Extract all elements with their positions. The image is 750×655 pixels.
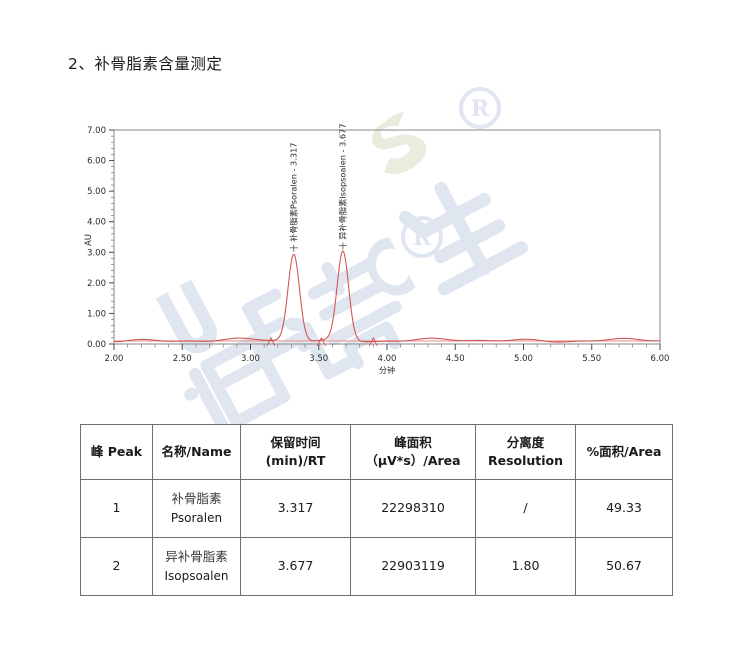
peak-boundary-marker (266, 336, 276, 347)
cell-pct-area-2: 50.67 (575, 537, 673, 596)
cell-peak-2: 2 (80, 537, 153, 596)
chromatogram-trace (113, 250, 660, 347)
column-header-name: 名称/Name (152, 424, 241, 480)
column-header-peak-line1: 峰 Peak (90, 443, 143, 459)
y-tick-label: 0.00 (87, 340, 106, 350)
column-header-area-line2: （μV*s）/Area (365, 453, 461, 468)
column-header-pct-area-line1: %面积/Area (586, 443, 662, 459)
signal-trace (113, 250, 660, 343)
cell-rt-2: 3.677 (240, 537, 351, 596)
chromatogram-plot: 0.00 1.00 2.00 3.00 4.00 5.00 6.00 7.00 2.00 2.5… (78, 118, 672, 386)
cell-rt-1: 3.317 (240, 479, 351, 538)
x-tick-label: 5.00 (514, 354, 533, 364)
y-tick-label: 5.00 (87, 187, 106, 197)
page-title: 2、补骨脂素含量测定 (68, 55, 223, 73)
column-header-area: 峰面积 （μV*s）/Area (350, 424, 476, 480)
cell-name-2-cn: 异补骨脂素 (165, 549, 228, 565)
peak-label: 异补骨脂素Isopsoalen - 3.677 (337, 123, 347, 239)
y-tick-label: 6.00 (87, 157, 106, 167)
cell-resolution-1: / (475, 479, 576, 538)
x-tick-label: 4.50 (446, 354, 465, 364)
peak-annotations: 补骨脂素Psoralen - 3.317 异补骨脂素Isopsoalen - 3.… (288, 123, 347, 252)
x-tick-label: 3.00 (241, 354, 260, 364)
peak-boundary-marker (368, 336, 378, 347)
x-axis-title: 分钟 (379, 365, 395, 375)
y-tick-label: 2.00 (87, 279, 106, 289)
x-tick-label: 3.50 (309, 354, 328, 364)
peak-label: 补骨脂素Psoralen - 3.317 (288, 143, 298, 242)
x-tick-label: 6.00 (651, 354, 670, 364)
cell-peak-1: 1 (80, 479, 153, 538)
column-header-resolution: 分离度 Resolution (475, 424, 576, 480)
column-header-rt: 保留时间 (min)/RT (240, 424, 351, 480)
x-tick-label: 5.50 (582, 354, 601, 364)
table-row: 1 补骨脂素 Psoralen 3.317 22298310 / 49.33 (80, 479, 673, 538)
cell-name-1-cn: 补骨脂素 (171, 491, 222, 507)
y-tick-label: 7.00 (87, 126, 106, 136)
x-axis: 2.00 2.50 3.00 3.50 4.00 4.50 5.00 5.50 6.00 (105, 344, 670, 364)
column-header-peak: 峰 Peak (80, 424, 153, 480)
cell-name-2: 异补骨脂素 Isopsoalen (152, 537, 241, 596)
y-tick-label: 3.00 (87, 248, 106, 258)
column-header-name-line1: 名称/Name (161, 443, 232, 459)
plot-frame (113, 129, 661, 345)
table-row: 2 异补骨脂素 Isopsoalen 3.677 22903119 1.80 5… (80, 537, 673, 596)
peak-results-table: 峰 Peak 名称/Name 保留时间 (min)/RT 峰面积 （μV*s）/… (80, 424, 673, 596)
column-header-pct-area: %面积/Area (575, 424, 673, 480)
y-tick-label: 1.00 (87, 309, 106, 319)
x-tick-label: 2.50 (173, 354, 192, 364)
column-header-resolution-line1: 分离度 (506, 434, 545, 450)
cell-name-2-en: Isopsoalen (164, 568, 229, 583)
table-header-row: 峰 Peak 名称/Name 保留时间 (min)/RT 峰面积 （μV*s）/… (80, 424, 673, 480)
column-header-resolution-line2: Resolution (487, 453, 564, 468)
x-tick-label: 2.00 (105, 354, 124, 364)
y-axis-title: AU (84, 234, 94, 246)
y-tick-label: 4.00 (87, 218, 106, 228)
peak-boundary-marker (317, 336, 326, 347)
cell-area-2: 22903119 (350, 537, 476, 596)
column-header-rt-line1: 保留时间 (270, 434, 321, 450)
column-header-rt-line2: (min)/RT (265, 453, 326, 468)
y-axis: 0.00 1.00 2.00 3.00 4.00 5.00 6.00 7.00 (87, 126, 114, 350)
chromatogram-svg: 0.00 1.00 2.00 3.00 4.00 5.00 6.00 7.00 2.00 2.5… (84, 123, 670, 375)
column-header-area-line1: 峰面积 (394, 434, 432, 450)
cell-name-1-en: Psoralen (170, 510, 223, 525)
x-tick-label: 4.00 (378, 354, 397, 364)
cell-pct-area-1: 49.33 (575, 479, 673, 538)
cell-resolution-2: 1.80 (475, 537, 576, 596)
cell-name-1: 补骨脂素 Psoralen (152, 479, 241, 538)
cell-area-1: 22298310 (350, 479, 476, 538)
